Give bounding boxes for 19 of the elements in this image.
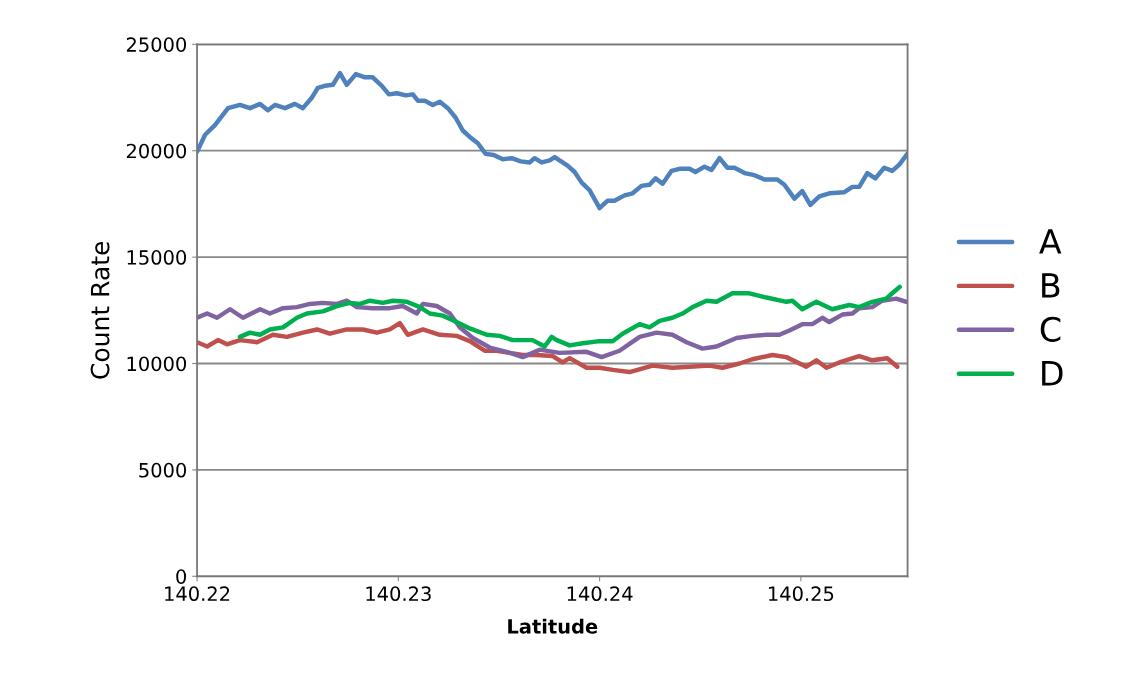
y-tick-label: 15000 — [127, 250, 187, 265]
y-tick-label: 5000 — [139, 462, 187, 478]
x-tick-label: 140.22 — [165, 586, 230, 602]
legend-label: D — [1042, 361, 1063, 386]
legend-label: C — [1040, 316, 1061, 342]
legend-label: A — [1039, 229, 1062, 254]
line-series — [237, 284, 902, 349]
x-axis-title: Latitude — [508, 618, 598, 634]
line-series — [197, 296, 908, 360]
legend-label: B — [1042, 273, 1060, 298]
y-tick-label: 10000 — [127, 356, 187, 372]
y-axis-title: Count Rate — [90, 241, 110, 379]
x-tick-label: 140.24 — [567, 586, 633, 602]
y-tick-label: 0 — [176, 569, 187, 584]
line-series — [197, 320, 900, 375]
y-tick-label: 25000 — [126, 37, 187, 52]
x-tick-label: 140.25 — [769, 586, 834, 602]
y-tick-label: 20000 — [126, 143, 187, 159]
x-tick-label: 140.23 — [366, 586, 431, 602]
